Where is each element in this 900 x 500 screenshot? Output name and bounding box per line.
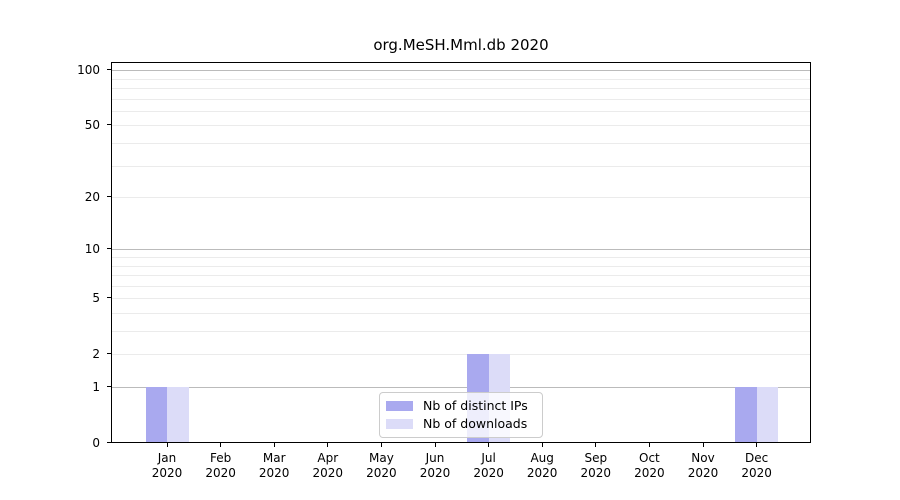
y-tick-label: 20 xyxy=(84,189,100,204)
x-tick-mark xyxy=(595,443,597,447)
y-tick-label: 1 xyxy=(92,379,100,394)
x-tick-label: May 2020 xyxy=(366,451,397,480)
bar-distinct-ips xyxy=(145,387,167,442)
y-tick-mark xyxy=(107,196,111,198)
y-gridline-minor xyxy=(112,125,810,127)
y-gridline-minor xyxy=(112,110,810,112)
y-gridline-major xyxy=(112,70,810,72)
y-tick-label: 100 xyxy=(77,62,100,77)
y-gridline-minor xyxy=(112,78,810,80)
y-gridline-minor xyxy=(112,285,810,287)
x-tick-label: Aug 2020 xyxy=(526,451,558,480)
x-tick-label: Feb 2020 xyxy=(205,451,236,480)
x-tick-mark xyxy=(380,443,382,447)
bar-downloads xyxy=(756,387,779,442)
x-tick-mark xyxy=(166,443,168,447)
legend-swatch-downloads xyxy=(386,419,413,429)
y-tick-mark xyxy=(107,124,111,126)
y-tick-label: 5 xyxy=(92,290,100,305)
x-tick-mark xyxy=(488,443,490,447)
y-gridline-major xyxy=(112,387,810,388)
y-gridline-minor xyxy=(112,265,810,267)
x-tick-mark xyxy=(434,443,436,447)
bar-downloads xyxy=(167,387,189,442)
x-tick-label: Jul 2020 xyxy=(473,451,504,480)
bar-distinct-ips xyxy=(735,387,757,442)
x-tick-label: Jun 2020 xyxy=(419,451,451,480)
y-gridline-minor xyxy=(112,331,810,333)
x-tick-mark xyxy=(541,443,543,447)
legend-label-downloads: Nb of downloads xyxy=(423,416,528,431)
x-tick-mark xyxy=(327,443,329,447)
y-tick-mark xyxy=(107,297,111,299)
x-tick-label: Nov 2020 xyxy=(687,451,719,480)
y-tick-mark xyxy=(107,248,111,250)
y-gridline-minor xyxy=(112,312,810,314)
y-tick-mark xyxy=(107,386,111,387)
y-gridline-minor xyxy=(112,275,810,277)
legend-swatch-distinct-ips xyxy=(386,401,413,411)
legend-entry-distinct-ips: Nb of distinct IPs xyxy=(386,399,534,413)
y-tick-label: 2 xyxy=(92,346,100,361)
x-tick-label: Oct 2020 xyxy=(634,451,665,480)
x-tick-mark xyxy=(648,443,650,447)
y-gridline-major xyxy=(112,249,810,251)
x-tick-label: Sep 2020 xyxy=(580,451,612,480)
y-tick-label: 0 xyxy=(92,435,100,450)
y-tick-mark xyxy=(107,353,111,355)
x-tick-label: Jan 2020 xyxy=(151,451,183,480)
x-tick-mark xyxy=(702,443,704,447)
chart-title: org.MeSH.Mml.db 2020 xyxy=(373,36,549,54)
y-gridline-minor xyxy=(112,298,810,300)
x-tick-label: Dec 2020 xyxy=(741,451,772,480)
x-tick-mark xyxy=(756,443,758,447)
y-gridline-minor xyxy=(112,257,810,258)
y-gridline-minor xyxy=(112,197,810,199)
y-gridline-minor xyxy=(112,165,810,167)
legend: Nb of distinct IPs Nb of downloads xyxy=(379,392,543,438)
y-tick-label: 10 xyxy=(84,241,100,256)
y-gridline-minor xyxy=(112,88,810,90)
legend-label-distinct-ips: Nb of distinct IPs xyxy=(423,398,528,413)
y-gridline-minor xyxy=(112,98,810,100)
x-tick-label: Apr 2020 xyxy=(312,451,344,480)
x-tick-mark xyxy=(273,443,275,447)
plot-area xyxy=(111,62,811,443)
y-gridline-minor xyxy=(112,143,810,145)
y-gridline-minor xyxy=(112,354,810,356)
legend-entry-downloads: Nb of downloads xyxy=(386,417,534,431)
y-tick-mark xyxy=(107,69,111,71)
y-tick-mark xyxy=(107,442,111,443)
x-tick-mark xyxy=(220,443,222,447)
y-tick-label: 50 xyxy=(84,117,100,132)
x-tick-label: Mar 2020 xyxy=(258,451,290,480)
